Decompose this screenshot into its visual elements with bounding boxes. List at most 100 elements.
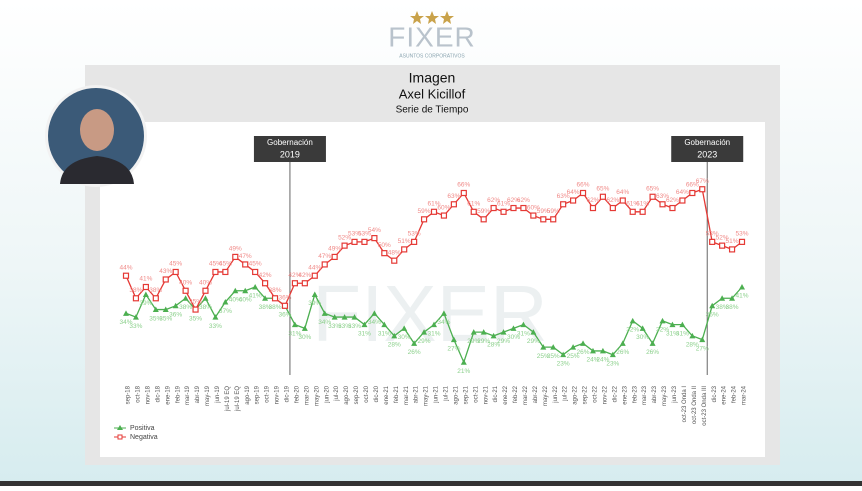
data-label: 38% <box>199 304 212 311</box>
x-tick-label: ene-22 <box>503 385 509 404</box>
marker <box>331 314 338 320</box>
marker <box>659 201 666 208</box>
x-tick-label: may-21 <box>424 385 430 406</box>
data-label: 34% <box>318 319 331 326</box>
data-label: 33% <box>328 323 341 330</box>
x-tick-label: oct-20 <box>364 385 370 402</box>
marker <box>520 204 527 212</box>
data-label: 34% <box>437 319 450 326</box>
data-label: 23% <box>606 360 619 367</box>
data-label: 31% <box>288 330 301 337</box>
marker <box>351 238 358 245</box>
data-label: 40% <box>239 296 252 303</box>
data-label: 44% <box>119 264 132 271</box>
data-label: 38% <box>129 287 142 294</box>
marker <box>381 321 388 328</box>
marker <box>212 268 219 276</box>
data-label: 42% <box>298 272 311 279</box>
x-tick-label: feb-22 <box>513 385 519 403</box>
marker <box>699 186 706 193</box>
marker <box>192 306 199 313</box>
x-tick-label: may-20 <box>314 385 320 406</box>
marker <box>669 204 676 212</box>
x-tick-label: may-23 <box>662 385 668 406</box>
x-tick-label: jul-19 EQ <box>235 386 241 412</box>
marker <box>669 321 676 328</box>
data-label: 61% <box>497 201 510 208</box>
data-label: 39% <box>139 300 152 307</box>
data-label: 48% <box>388 249 401 256</box>
marker <box>341 314 348 320</box>
data-label: 52% <box>716 234 729 241</box>
data-label: 30% <box>298 334 311 341</box>
marker <box>430 208 438 215</box>
x-tick-label: ago-21 <box>453 385 459 404</box>
data-label: 30% <box>507 334 520 341</box>
marker <box>261 280 269 287</box>
data-label: 29% <box>497 338 510 345</box>
x-tick-label: nov-22 <box>602 385 608 404</box>
watermark-text: FIXER <box>312 269 548 358</box>
marker <box>172 268 179 276</box>
data-label: 45% <box>209 261 222 268</box>
legend-label: Positiva <box>130 425 155 432</box>
data-label: 28% <box>487 342 500 349</box>
star <box>425 11 439 24</box>
x-tick-label: jul-21 <box>444 385 450 401</box>
marker <box>371 235 378 242</box>
data-label: 63% <box>447 193 460 200</box>
annotation-label: Gobernación <box>684 138 730 147</box>
data-label: 59% <box>418 208 431 215</box>
marker <box>431 321 437 328</box>
chart-caption: Serie de Tiempo <box>396 105 469 116</box>
data-label: 28% <box>388 342 401 349</box>
marker <box>729 295 736 301</box>
x-tick-label: sep-20 <box>354 385 360 404</box>
data-label: 59% <box>477 208 490 215</box>
bottom-bar <box>0 481 862 486</box>
data-label: 37% <box>219 308 232 315</box>
data-label: 35% <box>159 315 172 322</box>
marker <box>480 329 487 335</box>
data-label: 59% <box>547 208 560 215</box>
marker <box>589 204 597 212</box>
x-tick-label: jun-20 <box>324 385 330 403</box>
marker <box>411 238 418 245</box>
marker <box>649 193 656 200</box>
data-label: 38% <box>179 304 192 311</box>
marker <box>719 242 726 249</box>
data-label: 29% <box>467 338 480 345</box>
data-label: 33% <box>209 323 222 330</box>
data-label: 35% <box>189 315 202 322</box>
marker <box>152 295 159 302</box>
data-label: 47% <box>239 253 252 260</box>
marker <box>490 332 497 339</box>
marker <box>311 291 318 298</box>
marker <box>321 261 328 268</box>
data-label: 36% <box>706 312 719 319</box>
marker <box>510 325 517 331</box>
x-tick-label: may-19 <box>205 385 211 406</box>
data-label: 66% <box>457 182 470 189</box>
data-label: 31% <box>427 330 440 337</box>
x-tick-label: oct-23 Onda I <box>682 386 688 423</box>
data-label: 64% <box>567 189 580 196</box>
data-label: 21% <box>457 368 470 375</box>
data-label: 61% <box>467 201 480 208</box>
data-label: 42% <box>259 272 272 279</box>
x-tick-label: sep-21 <box>463 385 469 404</box>
marker <box>301 325 308 331</box>
x-tick-label: jun-19 <box>215 385 221 403</box>
marker <box>530 329 537 335</box>
x-tick-label: ago-22 <box>573 385 579 404</box>
marker <box>391 257 398 264</box>
data-label: 29% <box>418 338 431 345</box>
x-tick-label: nov-19 <box>275 385 281 404</box>
data-label: 27% <box>696 345 709 352</box>
marker <box>381 250 388 257</box>
data-label: 28% <box>686 342 699 349</box>
marker <box>679 321 686 328</box>
x-tick-label: jul-22 <box>563 385 569 401</box>
data-label: 66% <box>686 182 699 189</box>
